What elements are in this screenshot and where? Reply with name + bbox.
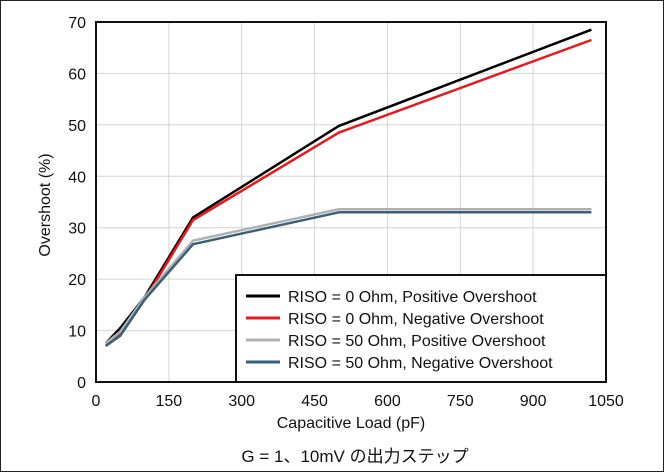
y-tick-label: 60 bbox=[68, 66, 86, 83]
series-line-2 bbox=[104, 38, 592, 347]
legend-label: RISO = 0 Ohm, Positive Overshoot bbox=[288, 289, 537, 306]
x-tick-label: 150 bbox=[156, 393, 183, 410]
y-tick-label: 50 bbox=[68, 118, 86, 135]
y-tick-label: 0 bbox=[77, 375, 86, 392]
y-tick-label: 20 bbox=[68, 272, 86, 289]
x-axis-title: Capacitive Load (pF) bbox=[277, 415, 426, 432]
y-tick-label: 10 bbox=[68, 324, 86, 341]
x-tick-label: 750 bbox=[447, 393, 474, 410]
y-tick-label: 40 bbox=[68, 169, 86, 186]
x-tick-label: 900 bbox=[520, 393, 547, 410]
series-line-3 bbox=[104, 207, 592, 345]
x-tick-label: 0 bbox=[92, 393, 101, 410]
x-tick-labels: 0 150 300 450 600 750 900 1050 bbox=[92, 393, 624, 410]
legend: RISO = 0 Ohm, Positive Overshoot RISO = 0… bbox=[235, 274, 607, 383]
figure-caption: G = 1、10mV の出力ステップ bbox=[241, 447, 468, 466]
legend-label: RISO = 50 Ohm, Positive Overshoot bbox=[288, 333, 546, 350]
series-lines bbox=[104, 28, 592, 348]
x-tick-label: 450 bbox=[301, 393, 328, 410]
legend-box bbox=[235, 274, 607, 383]
y-tick-label: 70 bbox=[68, 15, 86, 32]
x-tick-label: 1050 bbox=[588, 393, 624, 410]
y-tick-label: 30 bbox=[68, 221, 86, 238]
series-line-1 bbox=[104, 28, 592, 345]
y-axis-title: Overshoot (%) bbox=[37, 153, 54, 256]
x-tick-label: 600 bbox=[374, 393, 401, 410]
series-line-4 bbox=[104, 211, 592, 348]
legend-label: RISO = 0 Ohm, Negative Overshoot bbox=[288, 311, 544, 328]
legend-label: RISO = 50 Ohm, Negative Overshoot bbox=[288, 355, 553, 372]
y-tick-labels: 0 10 20 30 40 50 60 70 bbox=[68, 15, 86, 392]
x-tick-label: 300 bbox=[228, 393, 255, 410]
